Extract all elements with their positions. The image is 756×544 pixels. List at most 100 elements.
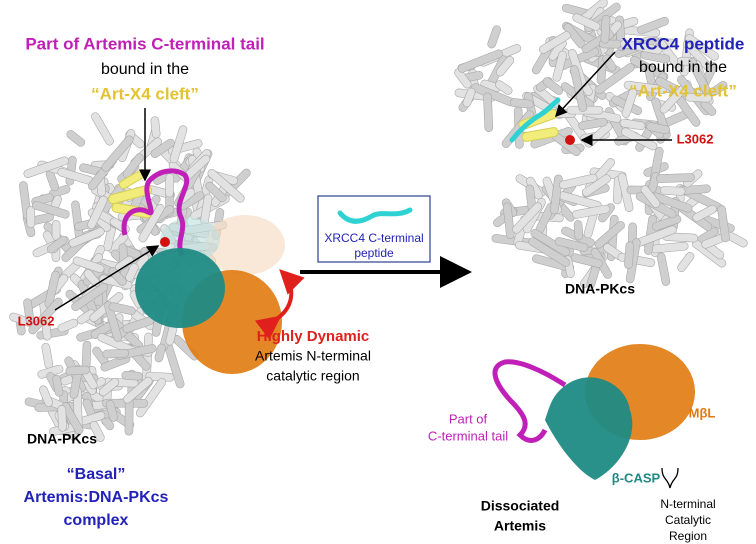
helix [619, 118, 646, 131]
inset-box [317, 195, 431, 263]
label: DNA-PKcs [565, 281, 635, 297]
label: catalytic region [266, 368, 359, 384]
label: complex [64, 512, 129, 529]
helix [528, 237, 571, 267]
helix [98, 378, 120, 397]
helix [621, 88, 638, 118]
label: “Basal” [67, 466, 126, 483]
label: N-terminal [660, 497, 715, 511]
helix [600, 14, 611, 44]
helix [554, 237, 589, 252]
helix [646, 122, 671, 135]
helix [52, 374, 64, 397]
helix [656, 252, 671, 286]
teal-domain [135, 248, 225, 328]
helix [65, 365, 91, 376]
helix [122, 153, 144, 179]
helix [121, 371, 143, 381]
artemis-tail [492, 359, 567, 443]
helix [46, 235, 68, 254]
helix [125, 263, 139, 282]
helix [150, 138, 175, 159]
helix [692, 204, 717, 222]
helix [205, 181, 227, 203]
residue-sphere [160, 237, 170, 247]
label: β-CASP [612, 470, 661, 485]
helix [594, 63, 635, 95]
helix [572, 204, 611, 219]
helix [83, 269, 101, 287]
helix [165, 173, 175, 198]
label: bound in the [639, 59, 727, 76]
helix [495, 80, 513, 95]
helix [26, 206, 36, 229]
helix [539, 31, 571, 54]
helix [71, 283, 109, 311]
helix [640, 185, 661, 208]
helix [660, 186, 686, 196]
helix [578, 117, 608, 130]
label: “Art-X4 cleft” [629, 81, 737, 100]
helix [684, 34, 719, 61]
label: Highly Dynamic [257, 328, 370, 345]
helix [542, 77, 564, 95]
helix [28, 297, 63, 335]
helix [72, 256, 105, 273]
label: DNA-PKcs [27, 431, 97, 447]
helix [57, 405, 67, 432]
helix [717, 205, 730, 243]
brace [661, 467, 679, 489]
helix [87, 195, 108, 230]
helix [91, 112, 114, 146]
label: Artemis:DNA-PKcs [24, 489, 169, 506]
helix [105, 400, 118, 422]
label: peptide [354, 246, 394, 260]
helix [620, 39, 663, 55]
helix [624, 241, 635, 269]
label: Part of Artemis C-terminal tail [25, 34, 264, 53]
helix [138, 203, 165, 243]
helix [509, 98, 534, 109]
dynamic-arrow [254, 269, 305, 340]
helix [68, 227, 105, 248]
helix [108, 302, 136, 315]
helix [656, 173, 695, 183]
helix [108, 266, 127, 286]
helix [41, 342, 54, 369]
helix [454, 68, 472, 89]
label: Part of [449, 411, 488, 426]
artemis-tail [121, 168, 190, 257]
helix [154, 343, 166, 363]
helix [502, 202, 515, 239]
helix [457, 49, 503, 73]
arrow [54, 245, 160, 311]
helix [487, 25, 502, 49]
label: “Art-X4 cleft” [91, 84, 199, 103]
helix [559, 173, 598, 190]
label: Dissociated [481, 498, 560, 514]
label: Artemis N-terminal [255, 348, 371, 364]
helix [32, 201, 70, 219]
label: MβL [689, 405, 716, 420]
helix [89, 420, 105, 442]
label: XRCC4 peptide [622, 34, 745, 53]
helix [123, 376, 153, 404]
helix [594, 221, 625, 249]
helix [39, 385, 53, 407]
label: XRCC4 C-terminal [324, 231, 423, 245]
label: Artemis [494, 518, 546, 534]
helix [552, 50, 567, 82]
helix [687, 57, 711, 94]
peptide [337, 207, 413, 224]
label: bound in the [101, 61, 189, 78]
helix [23, 156, 69, 178]
helix [66, 130, 86, 147]
helix [530, 228, 571, 257]
helix [150, 116, 161, 139]
helix [61, 402, 84, 435]
helix [570, 253, 603, 268]
arrow [554, 51, 616, 118]
helix [572, 13, 601, 31]
helix [623, 80, 667, 95]
